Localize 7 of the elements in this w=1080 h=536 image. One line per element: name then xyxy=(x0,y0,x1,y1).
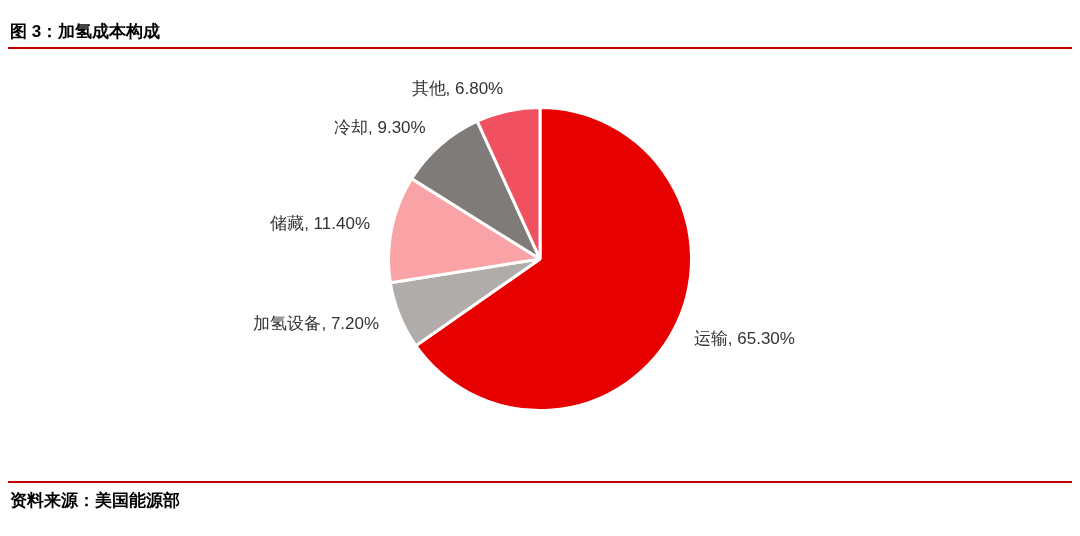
slice-label: 其他, 6.80% xyxy=(411,79,504,99)
slice-label: 运输, 65.30% xyxy=(693,328,795,348)
slice-label: 冷却, 9.30% xyxy=(334,118,426,138)
text: 图 3：加氢成本构成 xyxy=(8,8,1072,49)
text: 资料来源：美国能源部 xyxy=(10,490,181,512)
slice-label: 储藏, 11.40% xyxy=(270,214,370,234)
slice-label: 加氢设备, 7.20% xyxy=(253,313,380,333)
